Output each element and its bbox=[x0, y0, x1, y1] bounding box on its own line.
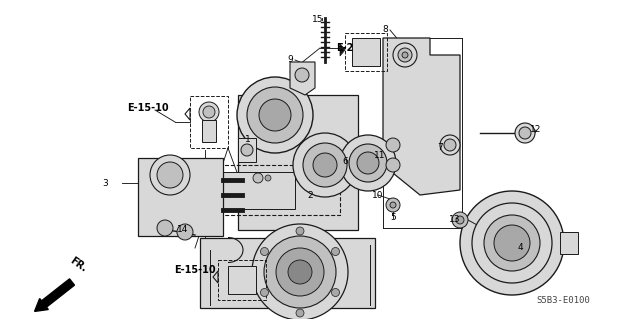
Text: 6: 6 bbox=[342, 158, 348, 167]
Circle shape bbox=[340, 135, 396, 191]
Bar bbox=[238, 95, 358, 230]
Circle shape bbox=[253, 173, 263, 183]
Bar bbox=[228, 266, 256, 294]
Text: 9: 9 bbox=[287, 56, 293, 64]
Circle shape bbox=[265, 175, 271, 181]
Circle shape bbox=[295, 68, 309, 82]
Circle shape bbox=[293, 133, 357, 197]
Circle shape bbox=[472, 203, 552, 283]
Bar bbox=[138, 158, 223, 236]
Circle shape bbox=[150, 155, 190, 195]
Bar bbox=[195, 165, 340, 215]
Text: 2: 2 bbox=[307, 190, 313, 199]
Text: E-15-10: E-15-10 bbox=[127, 103, 169, 113]
Circle shape bbox=[199, 102, 219, 122]
Circle shape bbox=[393, 43, 417, 67]
Bar bbox=[352, 38, 380, 66]
FancyArrow shape bbox=[35, 279, 74, 311]
Circle shape bbox=[259, 99, 291, 131]
Text: 13: 13 bbox=[449, 216, 461, 225]
Circle shape bbox=[386, 138, 400, 152]
Circle shape bbox=[398, 48, 412, 62]
Circle shape bbox=[456, 216, 464, 224]
Circle shape bbox=[386, 158, 400, 172]
Circle shape bbox=[484, 215, 540, 271]
Circle shape bbox=[260, 288, 269, 296]
Circle shape bbox=[237, 77, 313, 153]
Text: S5B3-E0100: S5B3-E0100 bbox=[536, 296, 590, 305]
Circle shape bbox=[288, 260, 312, 284]
Circle shape bbox=[247, 87, 303, 143]
Text: 1: 1 bbox=[245, 136, 251, 145]
Bar bbox=[202, 120, 216, 142]
Circle shape bbox=[460, 191, 564, 295]
Text: 10: 10 bbox=[372, 190, 384, 199]
Bar bbox=[215, 172, 295, 209]
Text: 11: 11 bbox=[374, 151, 386, 160]
Circle shape bbox=[157, 220, 173, 236]
Circle shape bbox=[296, 227, 304, 235]
Text: 7: 7 bbox=[437, 144, 443, 152]
Circle shape bbox=[444, 139, 456, 151]
Circle shape bbox=[494, 225, 530, 261]
Circle shape bbox=[386, 198, 400, 212]
Text: E-2: E-2 bbox=[336, 43, 354, 53]
Circle shape bbox=[264, 236, 336, 308]
Text: 15: 15 bbox=[312, 16, 324, 25]
Circle shape bbox=[303, 143, 347, 187]
Text: 14: 14 bbox=[177, 226, 189, 234]
Circle shape bbox=[296, 309, 304, 317]
Circle shape bbox=[515, 123, 535, 143]
Bar bbox=[218, 260, 266, 300]
Text: 12: 12 bbox=[531, 125, 541, 135]
Bar bbox=[200, 238, 375, 308]
Circle shape bbox=[519, 127, 531, 139]
Circle shape bbox=[276, 248, 324, 296]
Text: 3: 3 bbox=[102, 179, 108, 188]
Polygon shape bbox=[340, 44, 345, 56]
Bar bbox=[190, 96, 228, 148]
Circle shape bbox=[332, 288, 339, 296]
Text: 4: 4 bbox=[517, 243, 523, 253]
Circle shape bbox=[203, 106, 215, 118]
Circle shape bbox=[260, 248, 269, 256]
Circle shape bbox=[241, 144, 253, 156]
Circle shape bbox=[252, 224, 348, 319]
Circle shape bbox=[390, 202, 396, 208]
Polygon shape bbox=[290, 62, 315, 95]
Circle shape bbox=[349, 144, 387, 182]
Bar bbox=[345, 33, 387, 71]
Circle shape bbox=[440, 135, 460, 155]
Bar bbox=[560, 232, 578, 254]
Text: 5: 5 bbox=[390, 213, 396, 222]
Circle shape bbox=[332, 248, 339, 256]
Text: 8: 8 bbox=[382, 26, 388, 34]
Text: E-15-10: E-15-10 bbox=[174, 265, 216, 275]
Circle shape bbox=[313, 153, 337, 177]
Circle shape bbox=[177, 224, 193, 240]
Text: FR.: FR. bbox=[68, 256, 88, 274]
Polygon shape bbox=[383, 38, 460, 195]
Bar bbox=[238, 138, 256, 162]
Circle shape bbox=[402, 52, 408, 58]
Circle shape bbox=[452, 212, 468, 228]
Circle shape bbox=[157, 162, 183, 188]
Circle shape bbox=[357, 152, 379, 174]
